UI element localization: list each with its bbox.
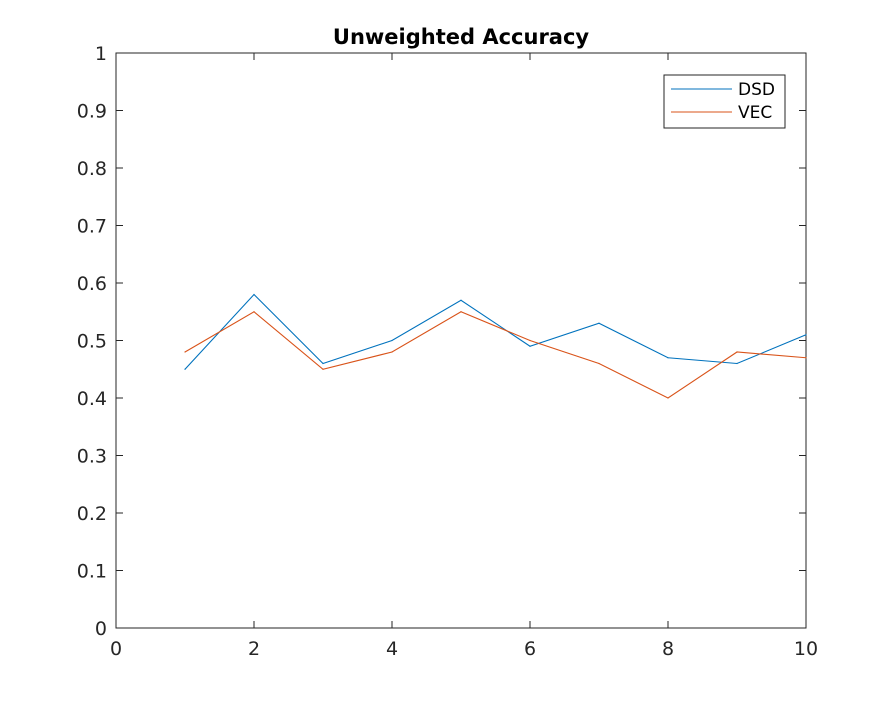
series-line-dsd [184, 293, 807, 370]
legend: DSD VEC [663, 74, 786, 129]
data-point-vec [529, 339, 531, 342]
y-tick-label: 0.3 [77, 446, 107, 468]
y-tick-label: 1 [95, 43, 107, 65]
plot-area [115, 52, 807, 629]
data-point-dsd [460, 299, 462, 301]
data-point-dsd [253, 293, 255, 296]
data-point-dsd [184, 368, 186, 370]
x-tick-label: 0 [110, 638, 122, 660]
data-point-vec [598, 362, 600, 365]
series-line-vec [184, 311, 807, 399]
legend-label-vec: VEC [738, 103, 772, 123]
data-point-vec [736, 351, 738, 353]
data-point-dsd [736, 362, 738, 365]
data-point-vec [391, 351, 393, 353]
chart-title: Unweighted Accuracy [333, 25, 590, 49]
axis-ticks: 0 2 4 6 8 10 0 0.1 0.2 0.3 0.4 0.5 0.6 0.7 0.8 0.9 1 [77, 43, 818, 660]
y-tick-label: 0.1 [77, 561, 107, 583]
x-tick-label: 6 [524, 638, 536, 660]
x-tick-label: 8 [662, 638, 674, 660]
y-tick-label: 0.2 [77, 503, 107, 525]
x-tick-label: 4 [386, 638, 398, 660]
data-point-vec [184, 351, 186, 353]
series-lines [184, 293, 807, 399]
data-point-dsd [805, 334, 807, 336]
data-point-vec [667, 397, 669, 399]
x-tick-label: 2 [248, 638, 260, 660]
y-tick-label: 0 [95, 618, 107, 640]
data-point-vec [322, 368, 324, 370]
data-point-vec [460, 311, 462, 313]
y-tick-label: 0.7 [77, 216, 107, 238]
data-point-dsd [391, 339, 393, 342]
data-point-dsd [667, 357, 669, 359]
legend-box [663, 74, 786, 129]
data-point-dsd [529, 345, 531, 347]
y-tick-label: 0.4 [77, 388, 107, 410]
y-tick-label: 0.5 [77, 331, 107, 353]
y-tick-label: 0.8 [77, 158, 107, 180]
data-point-dsd [322, 362, 324, 365]
data-point-vec [805, 357, 807, 359]
data-point-vec [253, 311, 255, 313]
legend-label-dsd: DSD [738, 80, 775, 100]
y-tick-label: 0.6 [77, 273, 107, 295]
data-point-dsd [598, 322, 600, 324]
x-tick-label: 10 [794, 638, 818, 660]
y-tick-label: 0.9 [77, 101, 107, 123]
